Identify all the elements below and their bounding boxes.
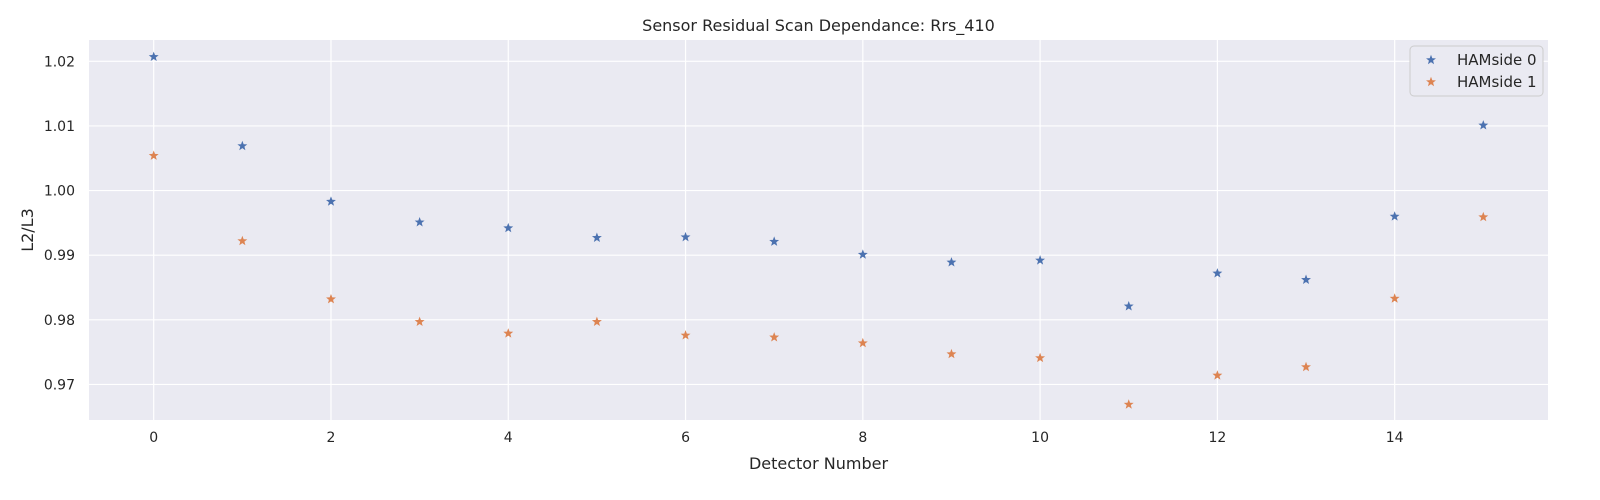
data-point-series-0 [1301,274,1311,284]
x-tick-label: 8 [858,430,867,446]
legend-marker [1426,76,1436,87]
y-tick-label: 0.97 [44,377,75,393]
data-point-series-0 [857,249,868,259]
data-point-series-1 [503,328,514,338]
x-tick-label: 2 [327,430,336,446]
data-point-series-1 [591,316,602,326]
data-point-series-0 [1212,268,1223,278]
data-point-series-1 [946,348,957,359]
y-tick-label: 1.02 [44,54,75,70]
data-point-series-1 [237,235,248,246]
legend: HAMside 0 HAMside 1 [1409,45,1544,97]
x-tick-label: 12 [1208,430,1226,446]
data-point-series-1 [1212,370,1223,380]
plot-background [89,40,1548,420]
data-point-series-1 [1478,211,1489,222]
data-point-series-1 [680,330,691,340]
legend-marker [1426,54,1436,65]
x-tick-label: 4 [504,430,513,446]
data-point-series-1 [326,293,336,304]
data-point-series-1 [1035,352,1046,363]
y-axis-ticks: 0.97 0.98 0.99 1.00 1.01 1.02 [44,54,75,393]
data-point-series-0 [1478,120,1489,130]
y-tick-label: 1.01 [44,119,75,135]
y-tick-label: 1.00 [44,184,75,200]
y-tick-label: 0.98 [44,313,75,329]
legend-box [1409,45,1544,97]
data-point-series-1 [148,150,159,160]
data-point-series-1 [769,332,780,342]
y-tick-label: 0.99 [44,248,75,264]
data-point-series-0 [769,236,780,246]
x-tick-label: 10 [1031,430,1049,446]
data-point-series-0 [148,51,159,62]
data-point-series-1 [414,316,425,326]
grid-lines [89,40,1548,420]
chart-title: Sensor Residual Scan Dependance: Rrs_410 [642,16,995,36]
data-point-series-0 [1123,301,1134,311]
x-tick-label: 0 [149,430,158,446]
data-point-series-0 [946,257,957,267]
data-points [148,51,1489,409]
data-point-series-0 [237,140,248,151]
x-tick-label: 6 [681,430,690,446]
data-point-series-0 [1035,255,1046,265]
data-point-series-0 [503,222,514,233]
y-axis-label: L2/L3 [18,208,37,252]
data-point-series-0 [591,232,602,242]
data-point-series-1 [1389,293,1400,303]
legend-label: HAMside 1 [1457,73,1537,91]
data-point-series-0 [1389,211,1400,221]
data-point-series-0 [326,196,336,206]
x-axis-ticks: 0 2 4 6 8 10 12 14 [149,430,1403,446]
data-point-series-1 [857,337,868,348]
legend-label: HAMside 0 [1457,51,1537,69]
data-point-series-1 [1301,361,1311,372]
x-tick-label: 14 [1386,430,1404,446]
data-point-series-1 [1123,399,1134,409]
x-axis-label: Detector Number [749,454,889,473]
data-point-series-0 [680,231,691,242]
data-point-series-0 [414,217,425,227]
